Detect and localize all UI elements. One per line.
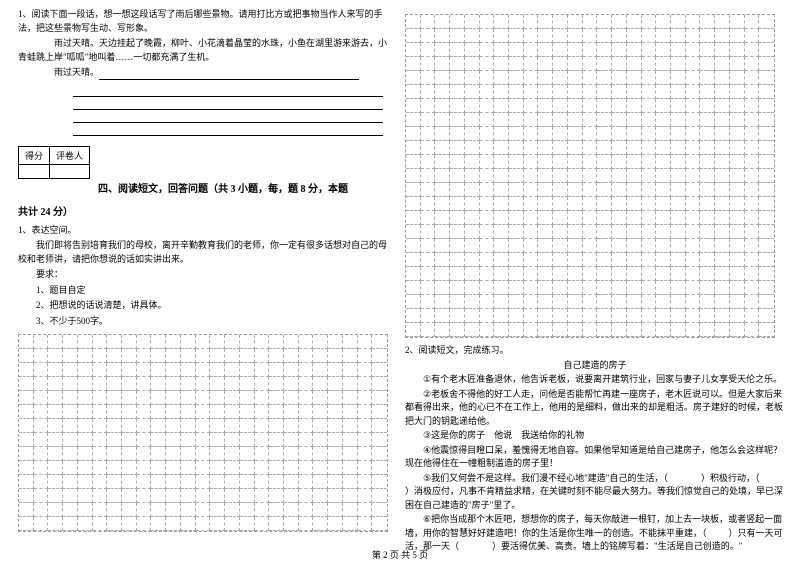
q1-number: 1、 bbox=[18, 9, 32, 19]
circled-6: ⑥ bbox=[423, 514, 431, 524]
circled-2: ② bbox=[423, 389, 431, 399]
question-1: 1、阅读下面一段话，想一想这段话写了雨后哪些景物。请用打比方或把事物当作人来写的… bbox=[18, 8, 390, 35]
page-footer: 第 2 页 共 5 页 bbox=[0, 548, 800, 561]
passage-p5: ⑤我们又何尝不是这样。我们漫不经心地"建造"自己的生活，（ ）积极行动，（ ）消… bbox=[405, 472, 785, 513]
blank-paren bbox=[707, 528, 729, 538]
writing-grid-left bbox=[18, 334, 388, 532]
passage-p2: ②老板舍不得他的好工人走，问他是否能帮忙再建一座房子，老木匠说可以。但是大家后来… bbox=[405, 388, 785, 429]
blank-line bbox=[73, 123, 383, 136]
passage-p3: ③这是你的房子 他说 我送给你的礼物 bbox=[405, 429, 785, 443]
writing-grid-right bbox=[405, 14, 775, 338]
blank-line bbox=[73, 110, 383, 123]
circled-1: ① bbox=[423, 374, 431, 384]
circled-4: ④ bbox=[423, 445, 431, 455]
req-1: 1、题目自定 bbox=[18, 284, 390, 298]
score-cell-label: 得分 bbox=[19, 146, 50, 164]
q1-body2: 雨过天晴。 bbox=[18, 66, 390, 80]
passage-title: 自己建造的房子 bbox=[405, 359, 785, 373]
requirements-label: 要求： bbox=[18, 268, 390, 282]
passage-p1: ①有个老木匠准备退休，他告诉老板，说要离开建筑行业，回家与妻子儿女享受天伦之乐。 bbox=[405, 373, 785, 387]
req-2: 2、把想说的话说清楚，讲具体。 bbox=[18, 299, 390, 313]
section-4-title: 四、阅读短文，回答问题（共 3 小题，每，题 8 分，本题 bbox=[18, 183, 390, 197]
blank-paren bbox=[668, 473, 701, 483]
blank-lines bbox=[73, 84, 390, 136]
blank-line bbox=[73, 97, 383, 110]
q1-intro: 阅读下面一段话，想一想这段话写了雨后哪些景物。请用打比方或把事物当作人来写的手法… bbox=[18, 9, 383, 33]
section-4-title-2: 共计 24 分） bbox=[18, 203, 390, 218]
req-3: 3、不少于500字。 bbox=[18, 315, 390, 329]
left-column: 1、阅读下面一段话，想一想这段话写了雨后哪些景物。请用打比方或把事物当作人来写的… bbox=[0, 0, 400, 545]
q1b-number: 1、表达空间。 bbox=[18, 224, 390, 238]
score-cell-empty bbox=[50, 164, 90, 178]
q1b-body: 我们即将告别培育我们的母校，离开辛勤教育我们的老师，你一定有很多话想对自己的母校… bbox=[18, 239, 390, 266]
circled-5: ⑤ bbox=[423, 473, 431, 483]
blank-paren bbox=[759, 473, 792, 483]
inline-blank bbox=[99, 79, 359, 80]
circled-3: ③ bbox=[423, 430, 431, 440]
score-table: 得分 评卷人 bbox=[18, 146, 90, 179]
q2-number: 2、阅读短文，完成练习。 bbox=[405, 344, 785, 358]
passage-p4: ④他震惊得目瞪口呆，羞愧得无地自容。如果他早知道是给自己建房子，他怎么会这样呢？… bbox=[405, 444, 785, 471]
score-cell-empty bbox=[19, 164, 50, 178]
blank-line bbox=[73, 84, 383, 97]
score-cell-label: 评卷人 bbox=[50, 146, 90, 164]
right-column: 2、阅读短文，完成练习。 自己建造的房子 ①有个老木匠准备退休，他告诉老板，说要… bbox=[400, 0, 800, 545]
q1-body1: 雨过天晴。天边挂起了晚霞，柳叶、小花滴着晶莹的水珠，小鱼在湖里游来游去，小青蛙跳… bbox=[18, 37, 390, 64]
reading-passage: 2、阅读短文，完成练习。 自己建造的房子 ①有个老木匠准备退休，他告诉老板，说要… bbox=[405, 344, 785, 554]
